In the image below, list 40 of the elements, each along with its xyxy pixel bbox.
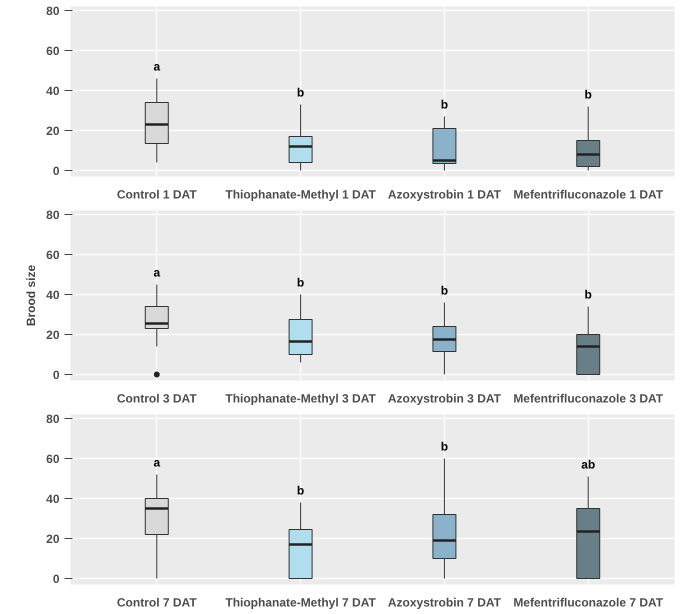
y-tick-label: 0 [52, 368, 60, 382]
y-tick-label: 80 [46, 4, 60, 18]
annotation: ab [581, 458, 596, 472]
y-tick-label: 60 [46, 452, 60, 466]
y-tick-label: 20 [46, 328, 60, 342]
y-tick-label: 40 [46, 492, 60, 506]
x-tick-label: Thiophanate-Methyl 3 DAT [225, 392, 376, 406]
y-axis-title: Brood size [24, 264, 38, 326]
x-tick-label: Mefentrifluconazole 3 DAT [513, 392, 664, 406]
annotation: a [153, 456, 160, 470]
y-tick-label: 60 [46, 248, 60, 262]
y-tick-label: 0 [52, 164, 60, 178]
y-tick-label: 20 [46, 124, 60, 138]
x-tick-label: Azoxystrobin 7 DAT [388, 596, 502, 610]
x-tick-label: Thiophanate-Methyl 7 DAT [225, 596, 376, 610]
annotation: b [584, 288, 592, 302]
y-tick-label: 40 [46, 84, 60, 98]
x-tick-label: Control 1 DAT [116, 188, 198, 202]
x-tick-label: Azoxystrobin 3 DAT [388, 392, 502, 406]
x-tick-label: Control 3 DAT [116, 392, 198, 406]
annotation: b [440, 284, 448, 298]
x-tick-label: Control 7 DAT [116, 596, 198, 610]
annotation: b [440, 98, 448, 112]
x-tick-label: Mefentrifluconazole 1 DAT [513, 188, 664, 202]
annotation: b [296, 86, 304, 100]
annotation: b [296, 276, 304, 290]
annotation: a [153, 266, 160, 280]
y-tick-label: 20 [46, 532, 60, 546]
x-tick-label: Thiophanate-Methyl 1 DAT [225, 188, 376, 202]
annotation: b [296, 484, 304, 498]
y-tick-label: 80 [46, 208, 60, 222]
y-tick-label: 80 [46, 412, 60, 426]
y-tick-label: 60 [46, 44, 60, 58]
x-tick-label: Mefentrifluconazole 7 DAT [513, 596, 664, 610]
x-tick-label: Azoxystrobin 1 DAT [388, 188, 502, 202]
y-tick-label: 0 [52, 572, 60, 586]
annotation: a [153, 60, 160, 74]
y-tick-label: 40 [46, 288, 60, 302]
annotation: b [584, 88, 592, 102]
annotation: b [440, 440, 448, 454]
